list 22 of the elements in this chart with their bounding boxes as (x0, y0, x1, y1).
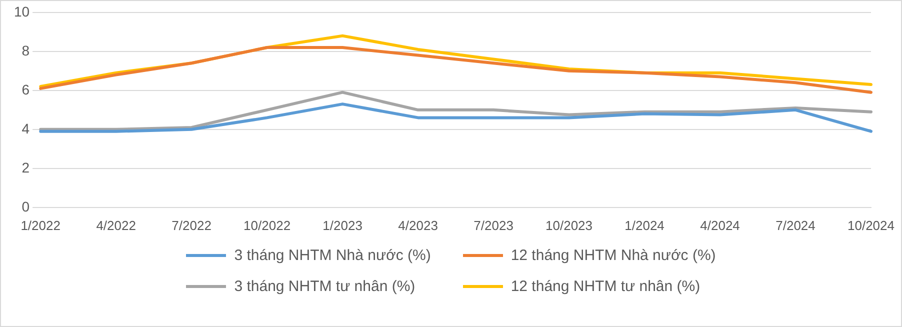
x-tick-label: 4/2022 (96, 218, 136, 233)
y-tick-label: 6 (22, 81, 30, 98)
x-tick-label: 7/2023 (474, 218, 514, 233)
x-tick-label: 7/2024 (776, 218, 816, 233)
y-tick-label: 2 (22, 159, 30, 176)
x-tick-label: 10/2022 (244, 218, 291, 233)
legend-label: 3 tháng NHTM Nhà nước (%) (234, 247, 431, 264)
x-tick-label: 1/2024 (624, 218, 664, 233)
legend-label: 3 tháng NHTM tư nhân (%) (234, 278, 416, 295)
x-tick-label: 10/2024 (848, 218, 894, 233)
x-tick-label: 10/2023 (546, 218, 593, 233)
x-tick-label: 1/2022 (20, 218, 60, 233)
y-tick-label: 8 (22, 42, 30, 58)
x-tick-label: 4/2023 (398, 218, 438, 233)
legend-label: 12 tháng NHTM Nhà nước (%) (510, 247, 716, 264)
x-tick-label: 7/2022 (172, 218, 212, 233)
x-tick-label: 4/2024 (700, 218, 740, 233)
y-tick-label: 0 (22, 198, 30, 214)
y-tick-label: 10 (14, 3, 30, 20)
x-tick-label: 1/2023 (322, 218, 362, 233)
y-tick-label: 4 (22, 120, 30, 136)
legend-label: 12 tháng NHTM tư nhân (%) (510, 278, 700, 295)
